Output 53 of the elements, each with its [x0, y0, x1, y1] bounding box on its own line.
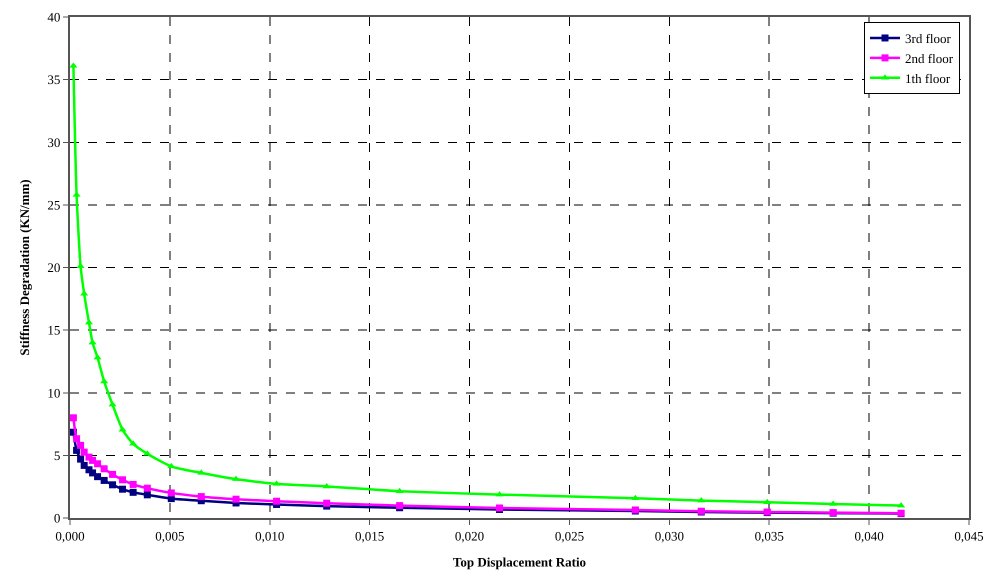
point — [119, 486, 126, 493]
point — [80, 290, 88, 296]
x-tick-label: 0,040 — [854, 528, 884, 544]
point — [73, 435, 80, 442]
x-axis-title: Top Displacement Ratio — [452, 554, 586, 570]
point — [273, 498, 280, 505]
y-tick-label: 10 — [47, 385, 60, 400]
point — [80, 448, 88, 456]
point — [109, 481, 116, 488]
x-tick-label: 0,045 — [954, 528, 984, 544]
point — [77, 456, 84, 463]
point — [100, 465, 108, 472]
point — [168, 489, 175, 496]
x-tick-label: 0,035 — [754, 528, 784, 544]
point — [144, 491, 151, 498]
point — [100, 378, 108, 384]
x-tick-label: 0,000 — [55, 528, 85, 544]
point — [119, 476, 126, 484]
point — [197, 469, 206, 475]
point — [323, 500, 330, 507]
y-tick-label: 30 — [47, 134, 60, 150]
x-tick-label: 0,030 — [654, 528, 684, 544]
point — [272, 480, 281, 486]
point — [829, 500, 838, 506]
y-tick-label: 0 — [54, 510, 60, 526]
x-tick-label: 0,005 — [155, 528, 185, 544]
y-tick-label: 25 — [47, 197, 60, 212]
legend-label: 3rd floor — [905, 31, 952, 46]
y-tick-label: 40 — [47, 10, 60, 25]
x-tick-label: 0,015 — [355, 528, 384, 544]
x-tick-label: 0,010 — [255, 528, 284, 544]
point — [144, 484, 151, 492]
point — [232, 496, 240, 503]
point — [94, 460, 102, 468]
x-tick-label: 0,020 — [454, 528, 484, 544]
x-tick-label: 0,025 — [554, 528, 584, 544]
point — [322, 482, 331, 488]
y-tick-label: 15 — [47, 322, 60, 338]
point — [130, 480, 137, 488]
point — [77, 442, 84, 449]
legend-label: 2nd floor — [905, 50, 954, 66]
point — [70, 414, 77, 422]
y-tick-label: 5 — [54, 448, 60, 463]
y-tick-label: 20 — [47, 260, 60, 276]
point — [70, 62, 78, 68]
point — [100, 476, 108, 484]
point — [109, 470, 116, 478]
point — [94, 473, 102, 480]
point — [198, 493, 205, 500]
y-axis-title: Stiffness Degradation (KN/mm) — [16, 179, 32, 356]
point — [130, 488, 137, 496]
y-tick-label: 35 — [47, 72, 60, 88]
legend-label: 1th floor — [905, 70, 951, 86]
